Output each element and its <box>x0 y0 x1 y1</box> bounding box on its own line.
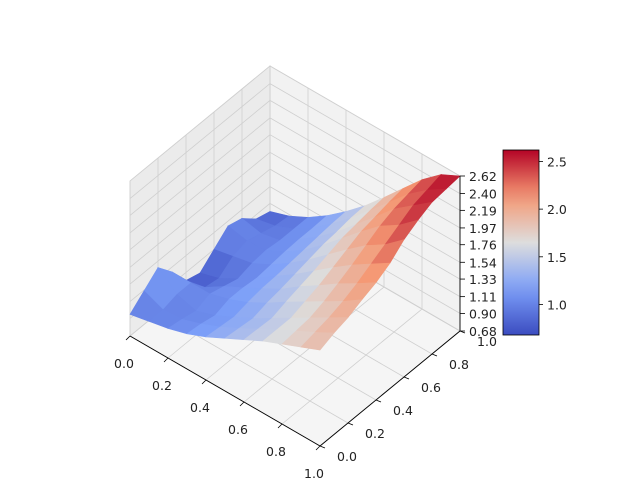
x-tick <box>239 401 245 407</box>
z-tick-label: 1.97 <box>469 221 497 236</box>
x-tick-label: 1.0 <box>304 466 324 480</box>
z-tick-label: 2.62 <box>469 169 497 184</box>
z-tick-label: 0.68 <box>469 324 497 339</box>
x-tick <box>163 357 169 363</box>
y-tick <box>403 376 410 380</box>
z-gridline <box>129 65 461 182</box>
y-axis-line <box>319 330 461 447</box>
surface-mesh <box>129 174 461 351</box>
colorbar-ticks: 1.0 1.5 2.0 2.5 <box>539 154 567 312</box>
axis-edges <box>129 176 461 447</box>
x-tick-label: 0.6 <box>228 422 248 437</box>
colorbar-tick-label: 2.0 <box>547 202 567 217</box>
colorbar-tick-label: 1.5 <box>547 250 567 265</box>
colorbar-gradient <box>502 149 540 336</box>
y-tick-label: 1.0 <box>477 334 497 349</box>
z-gridline <box>129 83 461 199</box>
surface-patch <box>300 332 335 351</box>
z-tick-label: 1.54 <box>469 255 497 270</box>
x-axis-line <box>129 335 321 447</box>
colorbar-tick-label: 1.0 <box>547 297 567 312</box>
y-tick-label: 0.8 <box>449 357 469 372</box>
y-axis: 0.0 0.2 0.4 0.6 0.8 1.0 <box>319 330 497 464</box>
z-tick-label: 1.11 <box>469 290 497 305</box>
y-tick <box>347 422 354 426</box>
x-tick <box>201 379 207 385</box>
y-tick <box>431 353 438 357</box>
x-tick-label: 0.4 <box>190 400 210 415</box>
y-tick-label: 0.6 <box>421 380 441 395</box>
colorbar: 1.0 1.5 2.0 2.5 <box>502 149 567 336</box>
z-tick-label: 0.90 <box>469 306 497 321</box>
y-tick-label: 0.0 <box>337 449 357 464</box>
y-tick <box>319 445 326 449</box>
z-gridline <box>129 186 461 302</box>
z-gridline <box>129 99 461 216</box>
y-tick <box>375 399 382 403</box>
x-tick <box>125 335 131 341</box>
x-axis: 0.0 0.2 0.4 0.6 0.8 1.0 <box>114 335 324 480</box>
z-tick-label: 2.19 <box>469 203 497 218</box>
x-tick-label: 0.2 <box>152 378 172 393</box>
z-tick-label: 1.33 <box>469 272 497 287</box>
y-tick-label: 0.2 <box>365 426 385 441</box>
x-tick-label: 0.0 <box>114 356 134 371</box>
x-tick-label: 0.8 <box>266 444 286 459</box>
y-tick-label: 0.4 <box>393 403 413 418</box>
z-axis: 0.68 0.901.11 1.33 1.54 1.76 1.97 2.192.40 2.62 <box>460 169 497 339</box>
x-tick <box>277 423 283 429</box>
z-tick-label: 2.40 <box>469 187 497 202</box>
z-tick-label: 1.76 <box>469 238 497 253</box>
x-tick <box>315 445 321 451</box>
colorbar-tick-label: 2.5 <box>547 154 567 169</box>
